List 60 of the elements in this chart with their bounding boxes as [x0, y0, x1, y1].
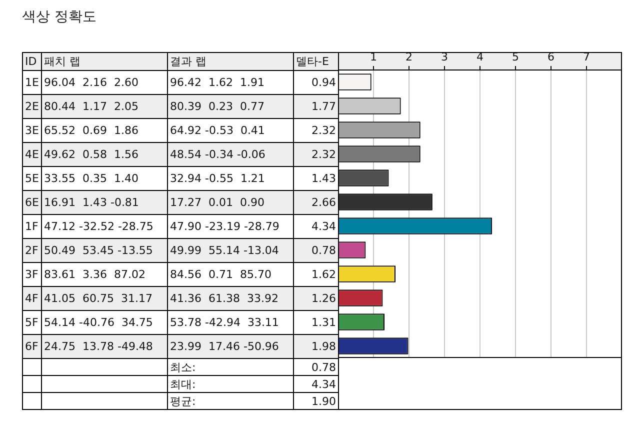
data-label: 0.94	[294, 70, 338, 94]
data-label: 1.43	[294, 166, 338, 190]
data-label: 0.78	[294, 238, 338, 262]
text: 1.90	[294, 392, 338, 410]
text: ID	[22, 52, 42, 70]
text: 48.54 -0.34 -0.06	[168, 142, 294, 166]
text: 0.78	[294, 358, 338, 376]
y-tick-label: 6E	[22, 190, 42, 214]
text: 96.04 2.16 2.60	[42, 70, 168, 94]
text: 최대:	[168, 376, 294, 392]
y-tick-label: 1F	[22, 214, 42, 238]
text: 47.90 -23.19 -28.79	[168, 214, 294, 238]
text: 평균:	[168, 392, 294, 410]
text: 80.44 1.17 2.05	[42, 94, 168, 118]
data-label: 1.62	[294, 262, 338, 286]
text: 32.94 -0.55 1.21	[168, 166, 294, 190]
text: 23.99 17.46 -50.96	[168, 334, 294, 358]
y-tick-label: 5F	[22, 310, 42, 334]
text: 41.05 60.75 31.17	[42, 286, 168, 310]
y-tick-label: 6F	[22, 334, 42, 358]
text: 64.92 -0.53 0.41	[168, 118, 294, 142]
y-tick-label: 3E	[22, 118, 42, 142]
y-tick-label: 1E	[22, 70, 42, 94]
text: 24.75 13.78 -49.48	[42, 334, 168, 358]
text: 47.12 -32.52 -28.75	[42, 214, 168, 238]
text: 49.62 0.58 1.56	[42, 142, 168, 166]
text: 패치 랩	[42, 52, 168, 70]
text: 65.52 0.69 1.86	[42, 118, 168, 142]
data-label: 1.31	[294, 310, 338, 334]
text: 53.78 -42.94 33.11	[168, 310, 294, 334]
text: 49.99 55.14 -13.04	[168, 238, 294, 262]
data-label: 4.34	[294, 214, 338, 238]
y-tick-label: 4E	[22, 142, 42, 166]
text: 최소:	[168, 358, 294, 376]
data-label: 1.77	[294, 94, 338, 118]
text: 결과 랩	[168, 52, 294, 70]
text: 4.34	[294, 376, 338, 392]
data-label: 1.26	[294, 286, 338, 310]
text: 델타-E	[294, 52, 338, 70]
data-label: 1.98	[294, 334, 338, 358]
text: 17.27 0.01 0.90	[168, 190, 294, 214]
text: 색상 정확도	[22, 8, 96, 26]
y-tick-label: 2F	[22, 238, 42, 262]
text: 41.36 61.38 33.92	[168, 286, 294, 310]
data-label: 2.66	[294, 190, 338, 214]
y-tick-label: 2E	[22, 94, 42, 118]
data-label: 2.32	[294, 118, 338, 142]
data-label: 2.32	[294, 142, 338, 166]
text: 83.61 3.36 87.02	[42, 262, 168, 286]
text: 80.39 0.23 0.77	[168, 94, 294, 118]
text: 54.14 -40.76 34.75	[42, 310, 168, 334]
x2-tick-label: 4	[476, 50, 484, 64]
y-tick-label: 4F	[22, 286, 42, 310]
text: 33.55 0.35 1.40	[42, 166, 168, 190]
text: 50.49 53.45 -13.55	[42, 238, 168, 262]
text: 16.91 1.43 -0.81	[42, 190, 168, 214]
text: 84.56 0.71 85.70	[168, 262, 294, 286]
y-tick-label: 3F	[22, 262, 42, 286]
text: 96.42 1.62 1.91	[168, 70, 294, 94]
y-tick-label: 5E	[22, 166, 42, 190]
